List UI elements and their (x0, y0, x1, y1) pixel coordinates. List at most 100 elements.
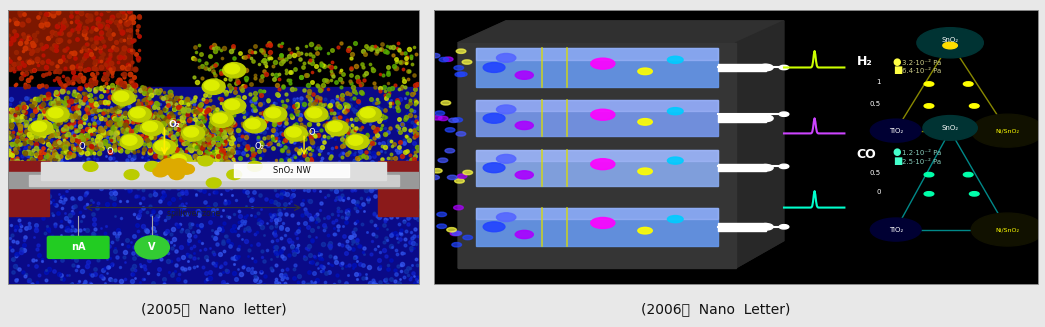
Circle shape (358, 107, 381, 122)
Circle shape (161, 159, 176, 169)
Circle shape (204, 80, 219, 90)
Circle shape (210, 112, 233, 128)
Circle shape (458, 174, 467, 179)
Circle shape (668, 108, 683, 115)
Circle shape (870, 119, 921, 142)
Text: V: V (148, 242, 156, 252)
Circle shape (433, 168, 442, 173)
Text: SnO₂: SnO₂ (942, 125, 958, 131)
Text: 6.4·10⁻² Pa: 6.4·10⁻² Pa (902, 68, 942, 74)
Circle shape (155, 141, 169, 151)
Circle shape (180, 164, 194, 174)
Text: CO: CO (857, 148, 876, 161)
Text: 1: 1 (876, 79, 881, 85)
Circle shape (48, 108, 63, 118)
Circle shape (870, 218, 921, 241)
Circle shape (243, 117, 266, 133)
Circle shape (429, 175, 439, 180)
Circle shape (496, 213, 516, 222)
Bar (718, 164, 766, 171)
Bar (718, 223, 766, 231)
Circle shape (970, 104, 979, 108)
Circle shape (483, 113, 505, 123)
Polygon shape (458, 21, 506, 268)
Polygon shape (458, 21, 784, 43)
Circle shape (431, 53, 440, 58)
Circle shape (120, 134, 143, 149)
Polygon shape (458, 43, 736, 268)
Circle shape (483, 222, 505, 232)
Text: 1.2·10⁻² Pa: 1.2·10⁻² Pa (902, 150, 942, 156)
Circle shape (496, 54, 516, 62)
Circle shape (590, 109, 614, 120)
Circle shape (452, 118, 463, 122)
Circle shape (924, 104, 934, 108)
Circle shape (144, 162, 160, 171)
Circle shape (441, 101, 450, 105)
Circle shape (31, 122, 47, 131)
Circle shape (963, 172, 973, 177)
Circle shape (637, 227, 652, 234)
Circle shape (439, 58, 448, 62)
Circle shape (248, 162, 262, 171)
Circle shape (246, 119, 260, 129)
Text: TiO₂: TiO₂ (888, 128, 903, 134)
Circle shape (202, 79, 226, 95)
Text: Ni/SnO₂: Ni/SnO₂ (996, 227, 1020, 232)
Text: 0: 0 (876, 123, 881, 129)
Text: SnO₂: SnO₂ (942, 37, 958, 43)
Circle shape (590, 58, 614, 69)
Circle shape (455, 179, 464, 183)
Circle shape (923, 115, 977, 140)
Circle shape (439, 116, 448, 121)
Circle shape (759, 224, 773, 230)
Text: O₂⁻: O₂⁻ (255, 142, 269, 150)
Circle shape (169, 153, 192, 169)
Bar (475, 48, 718, 60)
Circle shape (463, 235, 472, 240)
Circle shape (916, 28, 983, 58)
Bar (234, 164, 349, 177)
Circle shape (171, 159, 186, 169)
FancyBboxPatch shape (47, 236, 109, 258)
Circle shape (668, 157, 683, 164)
Text: ●: ● (892, 147, 901, 157)
Circle shape (445, 148, 455, 153)
Bar (475, 208, 718, 246)
Text: O⁻: O⁻ (308, 128, 319, 137)
Circle shape (515, 171, 533, 179)
Circle shape (447, 175, 457, 180)
Bar (718, 64, 766, 71)
Circle shape (171, 155, 186, 164)
Circle shape (447, 228, 457, 232)
Circle shape (780, 164, 789, 169)
Circle shape (265, 108, 281, 118)
Circle shape (114, 91, 129, 101)
Circle shape (924, 82, 934, 86)
Circle shape (970, 192, 979, 196)
Bar (475, 48, 718, 87)
Circle shape (483, 163, 505, 173)
Bar (475, 150, 718, 161)
Circle shape (325, 120, 348, 136)
Text: ■: ■ (892, 156, 902, 166)
Circle shape (637, 119, 652, 125)
Bar (378, 161, 419, 216)
Circle shape (780, 112, 789, 116)
Circle shape (153, 139, 176, 155)
Circle shape (46, 107, 69, 122)
Circle shape (759, 164, 773, 171)
Circle shape (141, 120, 164, 136)
Circle shape (780, 65, 789, 70)
Circle shape (169, 170, 184, 180)
Text: 3.2·10⁻² Pa: 3.2·10⁻² Pa (902, 60, 942, 66)
Circle shape (637, 168, 652, 175)
Circle shape (143, 122, 158, 131)
Circle shape (348, 135, 363, 145)
Circle shape (483, 62, 505, 73)
Circle shape (153, 167, 167, 177)
Text: 0.5: 0.5 (869, 101, 881, 107)
Circle shape (165, 165, 180, 176)
Circle shape (759, 115, 773, 122)
Circle shape (515, 231, 533, 239)
